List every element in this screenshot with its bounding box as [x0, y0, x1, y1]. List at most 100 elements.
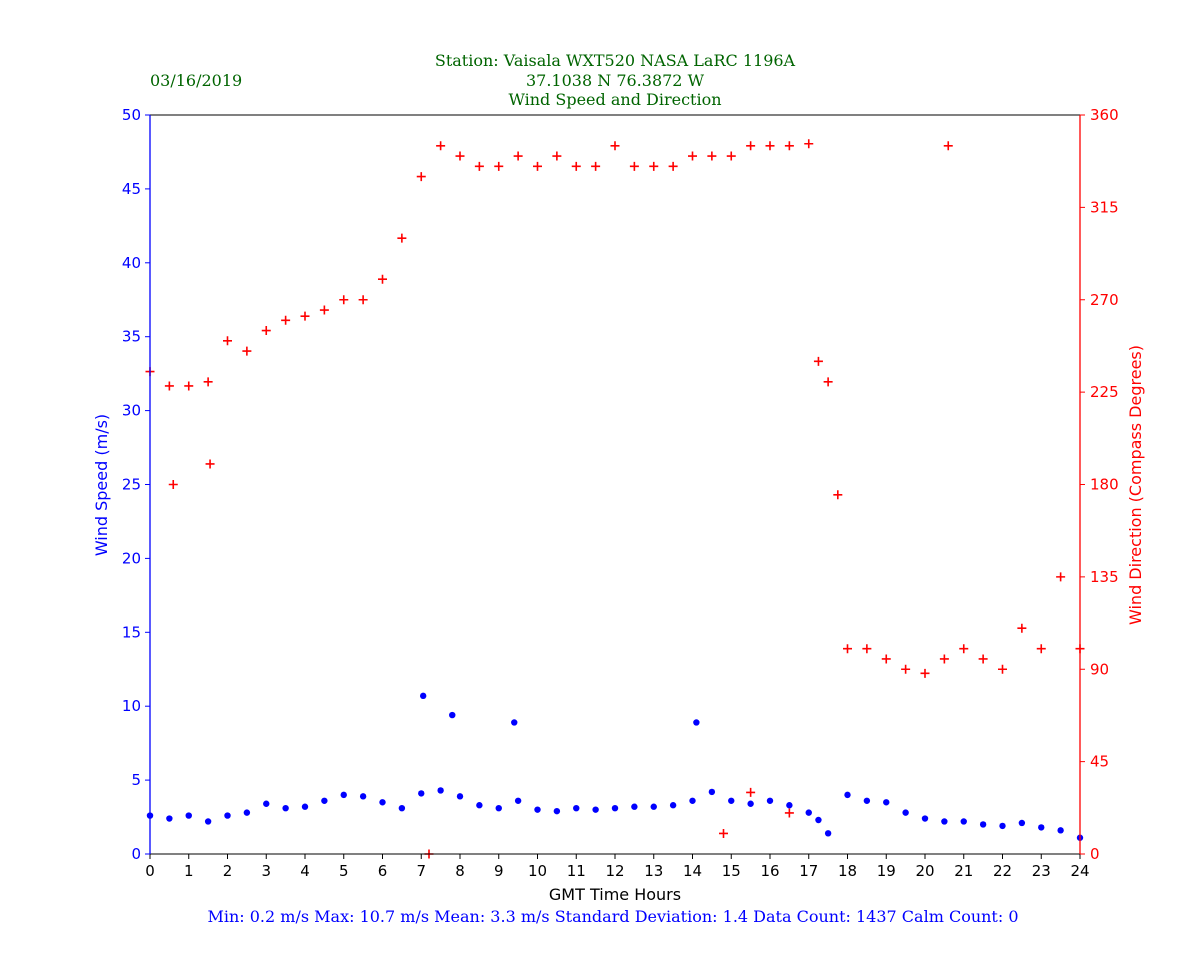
wind-speed-point — [321, 797, 328, 804]
x-tick-label: 12 — [605, 862, 624, 880]
wind-direction-point — [319, 305, 329, 315]
left-tick-label: 5 — [131, 771, 141, 789]
station-title: Station: Vaisala WXT520 NASA LaRC 1196A — [435, 51, 796, 70]
x-tick-label: 8 — [455, 862, 465, 880]
x-tick-label: 19 — [877, 862, 896, 880]
wind-speed-point — [456, 793, 464, 800]
right-tick-label: 90 — [1090, 660, 1109, 678]
wind-speed-point — [166, 815, 173, 822]
wind-direction-point — [455, 151, 465, 161]
wind-speed-point — [204, 818, 212, 825]
date-label: 03/16/2019 — [150, 71, 242, 90]
wind-speed-point — [495, 804, 502, 812]
wind-direction-point — [610, 141, 620, 151]
wind-direction-point — [862, 644, 872, 654]
wind-direction-point — [726, 151, 736, 161]
wind-direction-point — [494, 161, 504, 171]
x-tick-label: 20 — [915, 862, 934, 880]
wind-speed-point — [263, 800, 270, 807]
wind-speed-point — [185, 812, 192, 819]
wind-speed-point — [669, 802, 677, 809]
wind-speed-point — [592, 806, 599, 813]
wind-direction-point — [707, 151, 717, 161]
left-tick-label: 40 — [122, 254, 141, 272]
wind-direction-point — [978, 654, 988, 664]
wind-speed-point — [650, 803, 657, 810]
wind-direction-point — [719, 828, 728, 838]
wind-direction-point — [784, 141, 794, 151]
left-tick-label: 35 — [122, 328, 141, 346]
right-axis-ticks: 0 45 90 135 180 225 270 315 360 — [1080, 106, 1119, 863]
wind-speed-point — [476, 802, 483, 809]
wind-direction-point — [533, 161, 542, 171]
wind-speed-point — [573, 804, 580, 812]
wind-speed-point — [747, 800, 754, 807]
wind-direction-point — [397, 233, 407, 243]
wind-direction-point — [765, 141, 775, 151]
wind-direction-point — [552, 151, 562, 161]
wind-speed-point — [243, 809, 251, 816]
wind-speed-point — [883, 799, 890, 806]
right-axis-label: Wind Direction (Compass Degrees) — [1126, 345, 1145, 625]
wind-speed-point — [960, 818, 967, 825]
wind-direction-point — [746, 141, 756, 151]
wind-direction-point — [959, 644, 969, 654]
x-tick-label: 9 — [494, 862, 504, 880]
x-tick-label: 1 — [184, 862, 194, 880]
wind-direction-point — [1017, 623, 1027, 633]
wind-speed-point — [611, 804, 619, 812]
x-tick-label: 3 — [261, 862, 271, 880]
wind-speed-point — [999, 822, 1006, 830]
wind-direction-point — [164, 381, 174, 391]
wind-speed-point — [282, 804, 289, 812]
wind-direction-point — [813, 356, 823, 366]
wind-direction-point — [920, 668, 930, 678]
wind-direction-point — [261, 326, 271, 336]
x-tick-label: 4 — [300, 862, 310, 880]
x-tick-label: 22 — [993, 862, 1012, 880]
wind-speed-point — [1057, 827, 1064, 834]
wind-speed-point — [786, 802, 793, 809]
wind-speed-point — [419, 692, 427, 700]
left-tick-label: 45 — [122, 180, 141, 198]
x-tick-label: 13 — [644, 862, 663, 880]
wind-direction-point — [649, 161, 659, 171]
left-tick-label: 30 — [122, 402, 141, 420]
wind-speed-point — [728, 797, 735, 804]
wind-speed-point — [631, 803, 638, 810]
wind-direction-point — [474, 161, 484, 171]
wind-direction-point — [1056, 572, 1066, 582]
wind-speed-point — [514, 797, 522, 804]
x-axis-label: GMT Time Hours — [549, 885, 681, 904]
wind-speed-point — [921, 815, 929, 822]
wind-speed-point — [224, 812, 231, 819]
x-tick-label: 14 — [683, 862, 702, 880]
wind-speed-point — [844, 791, 851, 799]
wind-speed-point — [863, 797, 871, 804]
wind-speed-point — [815, 816, 822, 824]
x-tick-label: 21 — [954, 862, 973, 880]
left-tick-label: 50 — [122, 106, 141, 124]
x-tick-label: 23 — [1032, 862, 1051, 880]
wind-direction-point — [281, 315, 291, 325]
coordinates-title: 37.1038 N 76.3872 W — [526, 71, 705, 90]
wind-direction-point — [943, 141, 953, 151]
wind-direction-point — [668, 161, 678, 171]
wind-direction-point — [416, 172, 426, 182]
right-tick-label: 135 — [1090, 568, 1119, 586]
wind-speed-point — [902, 809, 909, 816]
wind-direction-point — [1036, 644, 1046, 654]
left-tick-label: 25 — [122, 476, 141, 494]
right-tick-label: 315 — [1090, 198, 1119, 216]
wind-speed-point — [449, 711, 456, 719]
wind-direction-point — [205, 459, 215, 469]
wind-direction-point — [939, 654, 949, 664]
wind-speed-point — [359, 793, 367, 800]
x-tick-label: 10 — [528, 862, 547, 880]
x-tick-label: 11 — [567, 862, 586, 880]
wind-speed-point — [1018, 819, 1026, 827]
wind-direction-point — [203, 377, 213, 387]
wind-speed-point — [941, 818, 948, 825]
wind-speed-point — [379, 799, 386, 806]
